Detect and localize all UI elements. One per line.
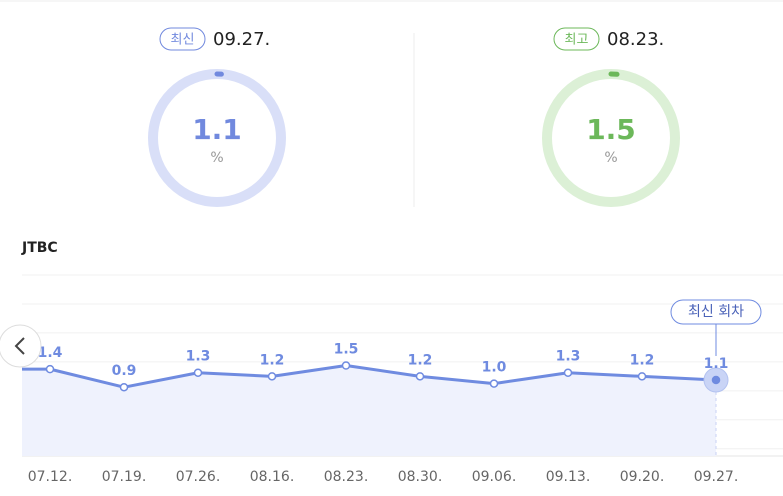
badge: 최신 [171, 33, 195, 48]
chart-title: JTBC [21, 240, 58, 256]
data-label: 1.1 [704, 356, 729, 372]
point [45, 364, 55, 374]
point [193, 368, 203, 377]
donut-arc [150, 71, 284, 205]
data-label: 1.2 [260, 352, 285, 368]
data-label: 1.3 [556, 349, 581, 365]
x-tick-label: 09.13. [546, 469, 591, 485]
badge-bg [553, 27, 600, 51]
x-tick-label: 08.16. [250, 469, 295, 485]
date: 09.27. [213, 29, 270, 50]
x-tick-label: 08.23. [324, 469, 369, 485]
cards: 최신 09.27. 1.1% 최고 08.23. 1.5% [148, 27, 680, 207]
x-tick-label: 08.30. [398, 469, 443, 485]
x-tick-label: 07.26. [176, 469, 221, 485]
data-label: 0.9 [112, 363, 137, 379]
prev-button[interactable] [0, 324, 42, 368]
prev-arrow[interactable] [14, 337, 25, 355]
x-tick-label: 09.27. [694, 469, 739, 485]
plot: 1.4 07.12. 0.9 07.19. 1.3 07.26. 1.2 08.16. 1.5 0… [22, 274, 783, 485]
donut-unit: % [210, 150, 223, 166]
data-label: 1.2 [630, 352, 655, 368]
x-tick-label: 07.12. [28, 469, 73, 485]
donut-value: 1.1 [192, 113, 242, 146]
x-tick-label: 09.06. [472, 469, 517, 485]
badge: 최고 [565, 33, 589, 48]
data-label: 1.3 [186, 349, 211, 365]
point [415, 372, 425, 381]
donut-arc [544, 71, 678, 205]
point [711, 375, 721, 385]
point [489, 379, 499, 388]
badge-bg [159, 27, 206, 51]
data-label: 1.0 [482, 360, 507, 376]
point [563, 368, 573, 377]
prev-button-bg[interactable] [0, 324, 42, 368]
annotation-bg [670, 299, 762, 325]
area [22, 365, 716, 456]
donut-value: 1.5 [586, 113, 636, 146]
point [341, 361, 351, 370]
point [267, 372, 277, 381]
data-label: 1.4 [38, 345, 63, 361]
annotation: 최신 회차 [688, 304, 744, 320]
date: 08.23. [607, 29, 664, 50]
donut-unit: % [604, 150, 617, 166]
x-tick-label: 09.20. [620, 469, 665, 485]
point [637, 372, 647, 381]
line [49, 364, 717, 389]
data-label: 1.5 [334, 342, 359, 358]
data-label: 1.2 [408, 352, 433, 368]
x-tick-label: 07.19. [102, 469, 147, 485]
point [119, 382, 129, 392]
